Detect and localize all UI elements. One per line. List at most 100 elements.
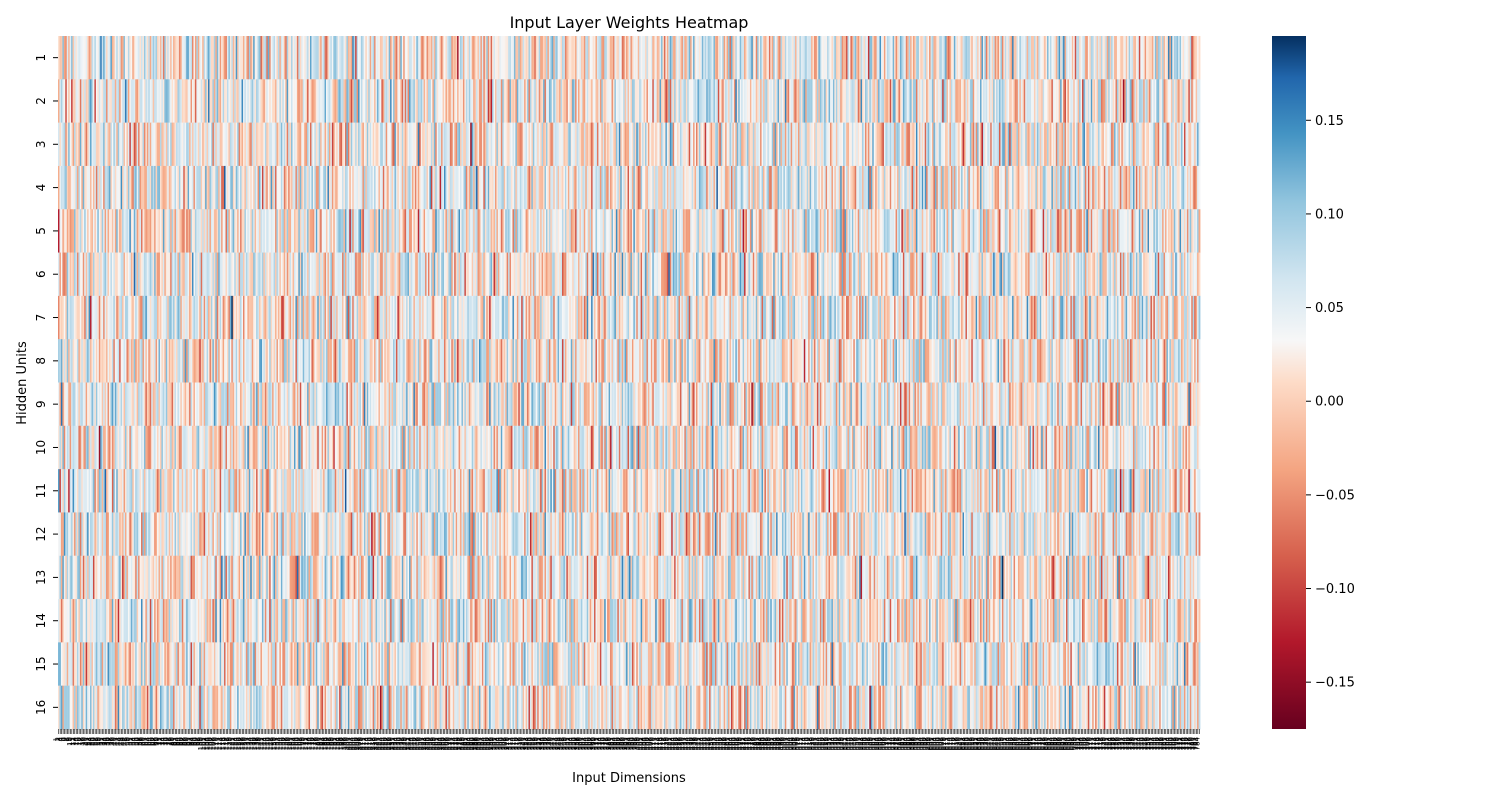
heatmap-cell	[263, 79, 266, 124]
heatmap-cell	[330, 36, 333, 80]
heatmap-cell	[162, 36, 165, 80]
heatmap-cell	[1038, 36, 1041, 80]
heatmap-cell	[809, 36, 812, 80]
heatmap-cell	[253, 79, 256, 124]
heatmap-cell	[62, 79, 65, 124]
heatmap-cell	[592, 36, 595, 80]
heatmap-cell	[816, 79, 819, 124]
heatmap-cell	[356, 36, 359, 80]
heatmap-cell	[494, 79, 497, 124]
heatmap-cell	[371, 79, 374, 124]
heatmap-cell	[465, 36, 468, 80]
heatmap-cell	[697, 36, 700, 80]
heatmap-cell	[474, 79, 477, 124]
heatmap-cell	[240, 79, 242, 124]
heatmap-cell	[730, 79, 733, 124]
heatmap-cell	[222, 36, 225, 80]
heatmap-cell	[907, 36, 910, 80]
heatmap-cell	[304, 79, 307, 124]
heatmap-cell	[1131, 36, 1134, 80]
heatmap-cell	[158, 36, 161, 80]
heatmap-cell	[1150, 36, 1153, 80]
heatmap-cell	[955, 36, 958, 80]
heatmap-cell	[496, 79, 499, 124]
heatmap-cell	[231, 79, 234, 124]
heatmap-cell	[876, 79, 879, 124]
heatmap-cell	[939, 36, 942, 80]
heatmap-cell	[611, 36, 614, 80]
heatmap-cell	[781, 36, 784, 80]
heatmap-cell	[82, 36, 85, 80]
heatmap-cell	[519, 79, 522, 124]
heatmap-cell	[161, 36, 164, 80]
heatmap-cell	[168, 79, 171, 124]
heatmap-cell	[636, 79, 639, 124]
heatmap-cell	[524, 36, 526, 80]
heatmap-cell	[763, 79, 765, 124]
heatmap-cell	[518, 79, 521, 124]
heatmap-cell	[476, 36, 478, 80]
heatmap-cell	[661, 79, 663, 124]
heatmap-cell	[108, 36, 111, 80]
heatmap-cell	[1122, 36, 1125, 80]
heatmap-cell	[712, 36, 714, 80]
heatmap-cell	[774, 36, 777, 80]
heatmap-cell	[1198, 209, 1201, 253]
heatmap-cell	[165, 79, 168, 124]
heatmap-cell	[564, 79, 567, 124]
heatmap-cell	[393, 79, 395, 124]
heatmap-cell	[394, 36, 397, 80]
heatmap-cell	[835, 79, 838, 124]
heatmap-cell	[397, 79, 400, 124]
heatmap-cell	[850, 79, 853, 124]
heatmap-cell	[500, 36, 503, 80]
heatmap-cell	[346, 36, 349, 80]
heatmap-cell	[755, 36, 758, 80]
heatmap-cell	[120, 36, 123, 80]
heatmap-cell	[1169, 36, 1172, 80]
heatmap-cell	[1176, 36, 1179, 80]
heatmap-cell	[226, 36, 229, 80]
heatmap-cell	[1189, 36, 1192, 80]
heatmap-cell	[885, 36, 888, 80]
heatmap-cell	[309, 79, 312, 124]
heatmap-cell	[605, 36, 608, 80]
heatmap-cell	[503, 36, 506, 80]
heatmap-cell	[1135, 36, 1138, 80]
heatmap-cell	[808, 36, 811, 80]
heatmap-cell	[362, 79, 365, 124]
heatmap-cell	[449, 79, 452, 124]
heatmap-cell	[170, 79, 173, 124]
heatmap-cell	[326, 79, 328, 124]
heatmap-cell	[323, 36, 325, 80]
heatmap-cell	[1089, 36, 1092, 80]
heatmap-cell	[811, 36, 813, 80]
heatmap-cell	[136, 36, 139, 80]
heatmap-cell	[786, 79, 789, 124]
heatmap-cell	[259, 36, 261, 80]
heatmap-cell	[776, 36, 778, 80]
heatmap-cell	[627, 79, 630, 124]
heatmap-cell	[728, 36, 730, 80]
heatmap-cell	[493, 36, 496, 80]
heatmap-cell	[709, 36, 711, 80]
heatmap-cell	[181, 36, 184, 80]
heatmap-cell	[675, 36, 678, 80]
heatmap-cell	[111, 79, 114, 124]
heatmap-cell	[796, 79, 799, 124]
heatmap-cell	[602, 36, 605, 80]
heatmap-cell	[318, 36, 321, 80]
heatmap-cell	[347, 36, 350, 80]
heatmap-cell	[436, 79, 439, 124]
heatmap-cell	[398, 79, 401, 124]
heatmap-cell	[454, 36, 457, 80]
heatmap-cell	[1006, 36, 1009, 80]
heatmap-cell	[838, 79, 841, 124]
heatmap-cell	[480, 79, 483, 124]
heatmap-cell	[965, 36, 968, 80]
heatmap-cell	[1019, 36, 1022, 80]
heatmap-cell	[446, 79, 449, 124]
heatmap-cell	[327, 79, 330, 124]
heatmap-cell	[1074, 36, 1077, 80]
heatmap-cell	[717, 79, 720, 124]
